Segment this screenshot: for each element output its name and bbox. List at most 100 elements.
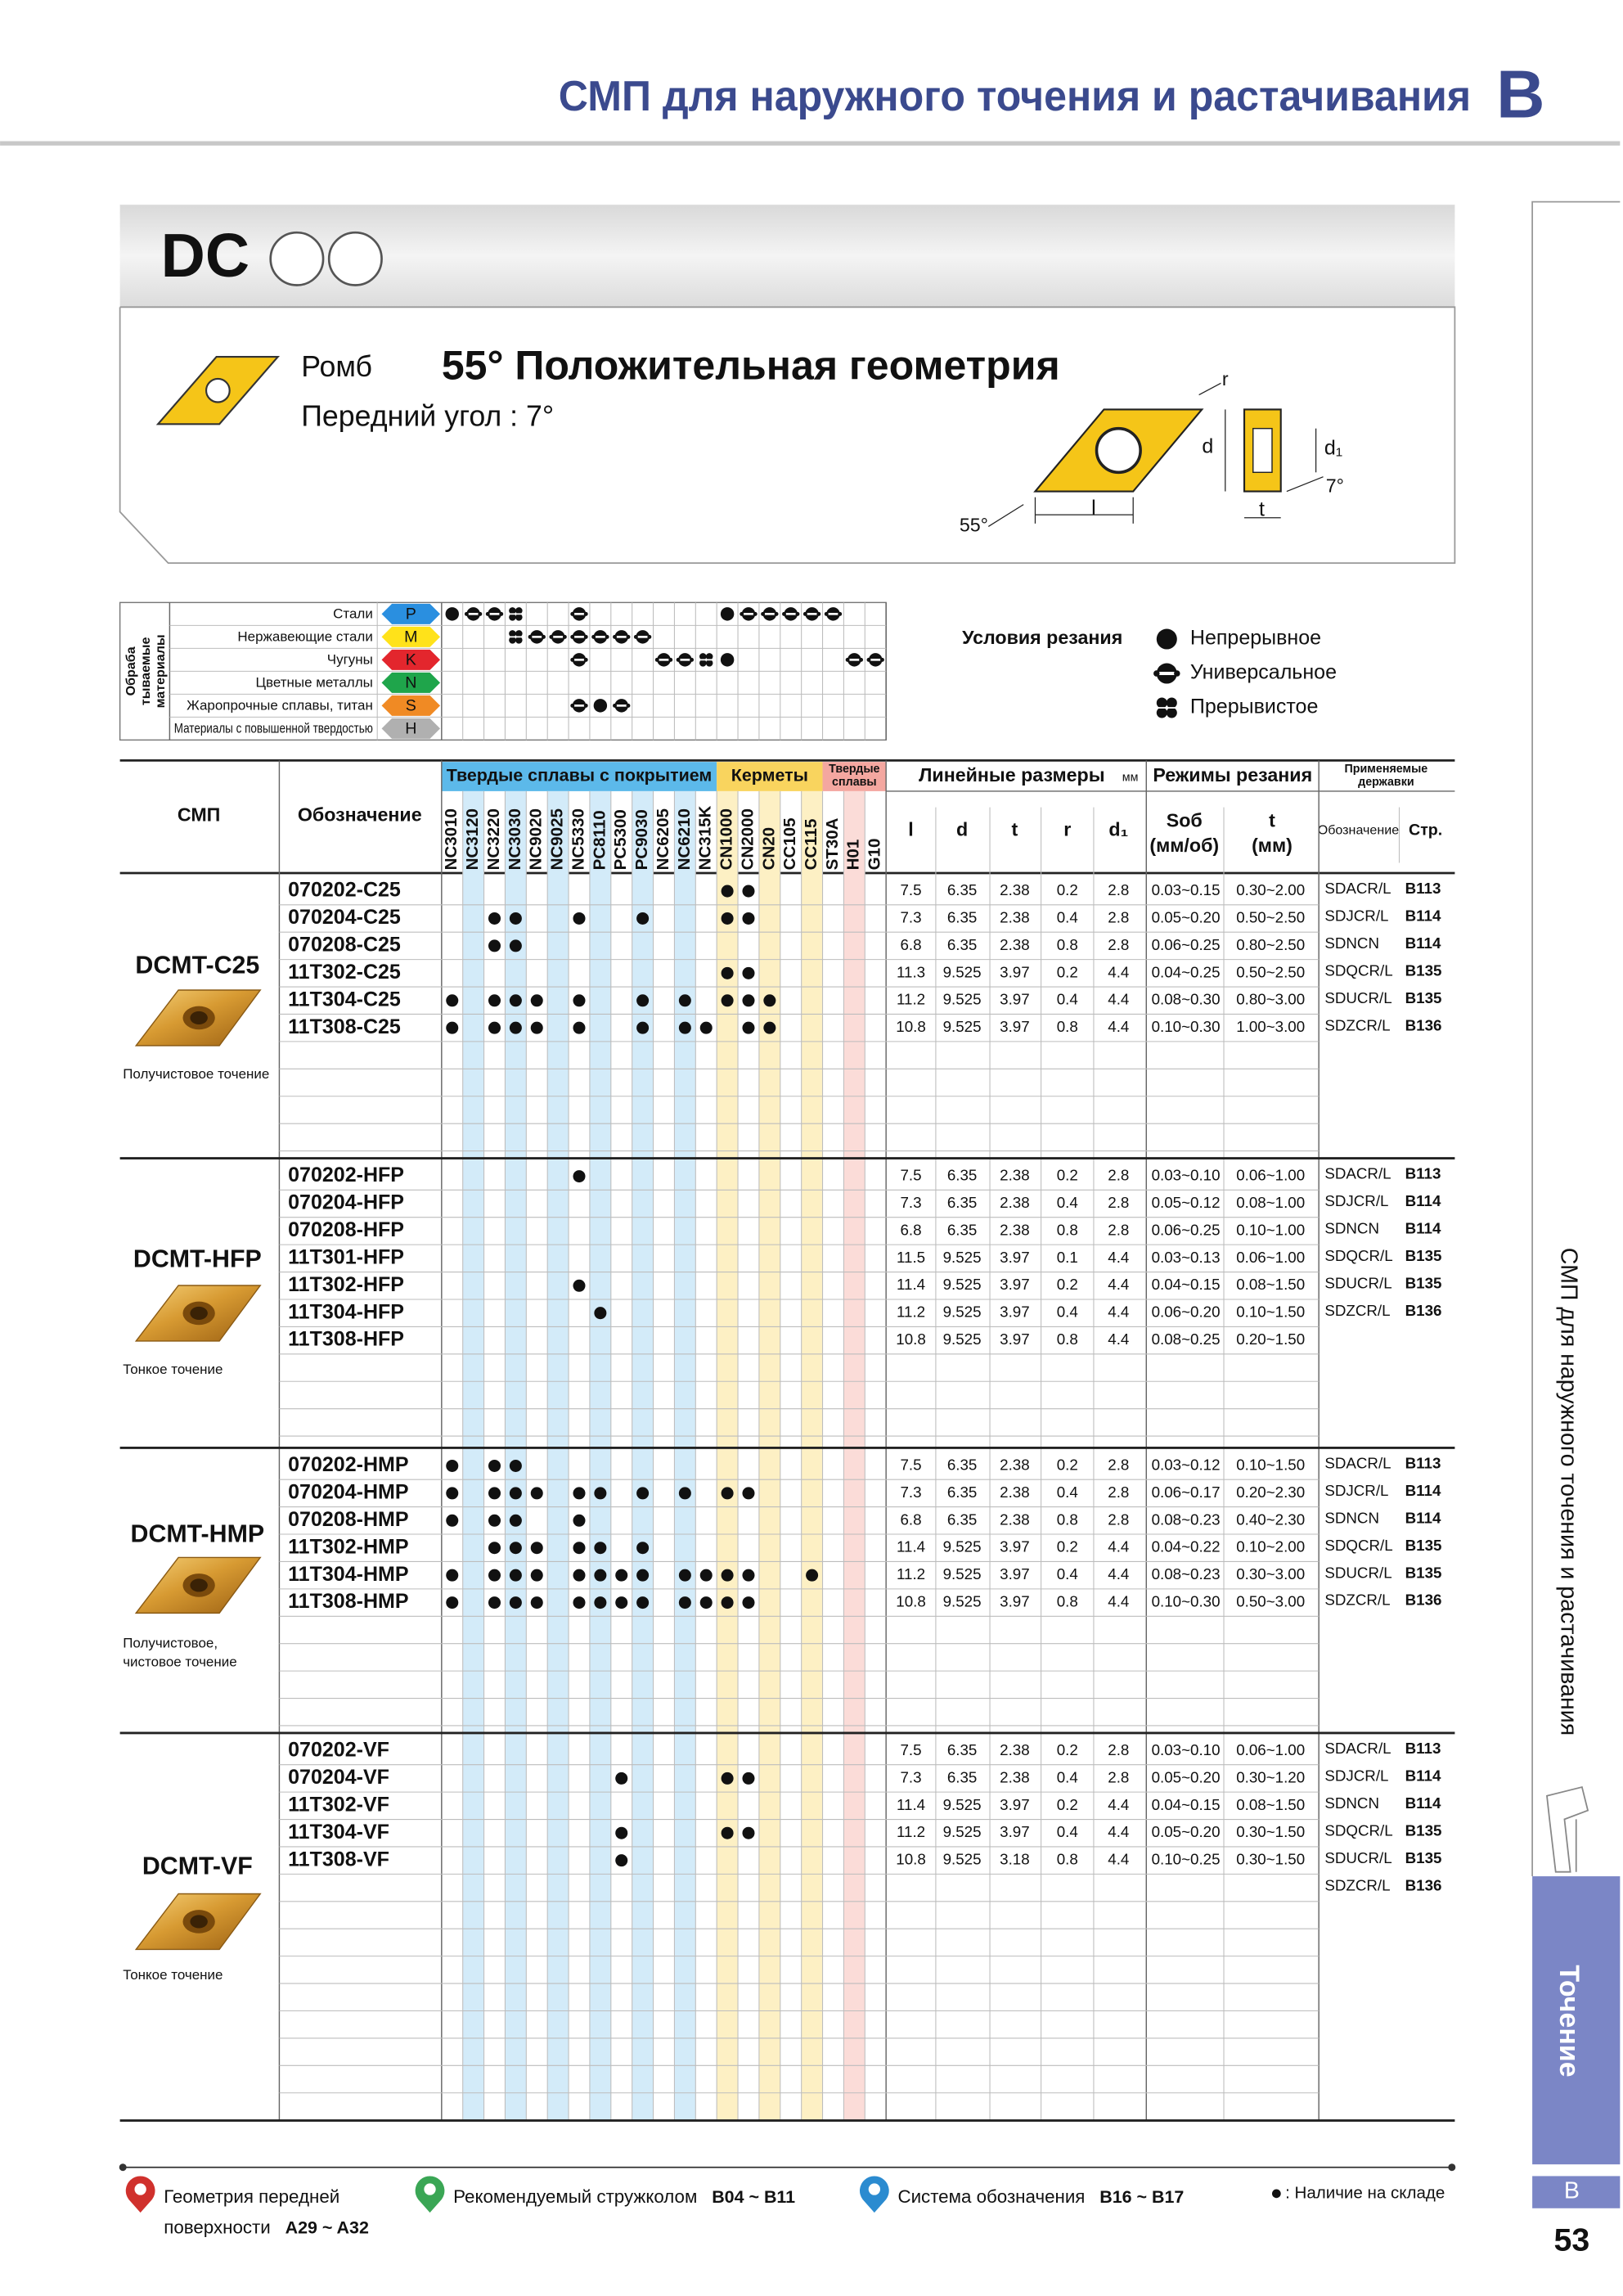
stock-dot [509,1459,522,1472]
dimension-value: 0.4 [1057,991,1078,1008]
column-stripe [505,790,527,2121]
feed-value: 0.10~0.30 [1152,1018,1221,1035]
holder-page: B135 [1405,1247,1442,1264]
stock-dot [573,1279,586,1292]
dimension-value: 0.2 [1057,1456,1078,1473]
side-title: СМП для наружного точения и растачивания [1555,1248,1581,1736]
condition-symbol [570,630,588,644]
column-stripe [758,790,780,2121]
stock-dot [636,1569,650,1582]
footer-rule-end [1448,2163,1456,2172]
holder-page: B114 [1405,934,1441,952]
dimension-value: 10.8 [896,1018,926,1035]
grade-group-name: сплавы [832,776,877,789]
grade-name: H01 [844,840,863,871]
nub [528,634,533,639]
stock-dot [530,1542,543,1555]
material-code: M [404,628,417,646]
page-title: СМП для наружного точения и растачивания [559,72,1471,119]
dimension-value: 7.3 [900,1768,921,1785]
dimension-value: 0.8 [1057,1018,1078,1035]
insert-model: DCMT-HMP [131,1520,265,1548]
stock-dot [742,1772,755,1785]
stock-dot [509,1021,522,1034]
stock-dot [615,1569,628,1582]
column-stripe [632,790,654,2121]
column-stripe [843,790,865,2121]
footer-text: поверхности [164,2217,270,2238]
stock-dot [742,912,755,925]
dimension-value: 4.4 [1108,1565,1129,1582]
dimension-value: 9.525 [943,1823,982,1840]
condition-symbol [761,607,779,621]
grade-name: CC105 [780,817,799,870]
dimension-value: 2.38 [1000,1456,1030,1473]
nub [816,611,821,616]
side-section-box [1532,2176,1621,2208]
holder-name: SDJCR/L [1324,907,1388,925]
dimension-value: 9.525 [943,963,982,980]
material-name: Цветные металлы [256,675,373,691]
insert-designation: 11T304-HMP [288,1563,408,1586]
depth-value: 0.50~3.00 [1236,1593,1305,1610]
dimension-value: 0.4 [1057,1303,1078,1321]
condition-symbol [803,607,821,621]
grade-name: PC8110 [590,810,609,870]
feed-value: 0.10~0.25 [1152,1851,1221,1868]
insert-designation: 070202-HFP [288,1164,404,1186]
stock-dot [721,1772,734,1785]
dimension-value: 11.2 [897,1823,925,1840]
insert-designation: 11T304-HFP [288,1300,404,1323]
depth-value: 0.20~2.30 [1236,1483,1305,1501]
dimension-value: 0.4 [1057,1768,1078,1785]
dimension-value: 3.97 [1000,991,1030,1008]
stock-dot [742,966,755,979]
stock-dot [594,1487,607,1500]
depth-value: 0.20~1.50 [1236,1330,1305,1348]
stock-dot [742,1021,755,1034]
holder-page: B113 [1405,1455,1441,1472]
nub [499,611,504,616]
stock-dot [488,939,501,952]
stock-dot [721,994,734,1007]
dimension-value: 3.97 [1000,1330,1030,1348]
column-stripe [589,790,611,2121]
dimension-value: 6.8 [900,936,921,953]
holder-name: SDUCR/L [1324,1274,1391,1291]
dimension-value: 2.8 [1108,1768,1129,1785]
notch [572,636,587,638]
stock-dot [678,1021,691,1034]
header-cell: Обозначение [298,804,422,825]
insert-caption: чистовое точение [123,1654,236,1670]
dimension-value: 2.38 [1000,1483,1030,1501]
stock-dot [509,994,522,1007]
condition-symbol [866,653,884,667]
dimension-value: 2.8 [1108,1456,1129,1473]
grade-group-name: Твердые [829,763,879,776]
dimension-value: 0.2 [1057,1276,1078,1293]
holder-page: B135 [1405,1849,1442,1866]
grade-name: NC6205 [654,808,672,870]
diagram-label: r [1222,368,1229,389]
stock-dot [699,1596,713,1609]
section-letter: B [1496,57,1544,132]
holder-page: B113 [1405,880,1441,897]
nub [647,634,652,639]
insert-designation: 11T308-C25 [288,1015,401,1038]
depth-value: 0.06~1.00 [1236,1249,1305,1266]
condition-symbol [720,607,735,621]
insert-designation: 070208-HMP [288,1508,408,1531]
nub [824,611,829,616]
dimension-value: 6.35 [947,1768,977,1785]
dimension-value: 2.38 [1000,908,1030,925]
dimension-value: 4.4 [1108,1249,1129,1266]
generated-content: Стали P Нержавеющие стали M Чугуны K Цветные м… [119,602,1455,2238]
feed-value: 0.06~0.17 [1152,1483,1221,1501]
dimension-value: 10.8 [896,1851,926,1868]
diagram-hole [1095,426,1142,475]
depth-value: 0.08~1.50 [1236,1796,1305,1813]
dimension-value: 6.8 [900,1221,921,1238]
dimension-value: 6.35 [947,1167,977,1184]
holder-page: B135 [1405,1274,1442,1291]
nub [668,657,673,662]
